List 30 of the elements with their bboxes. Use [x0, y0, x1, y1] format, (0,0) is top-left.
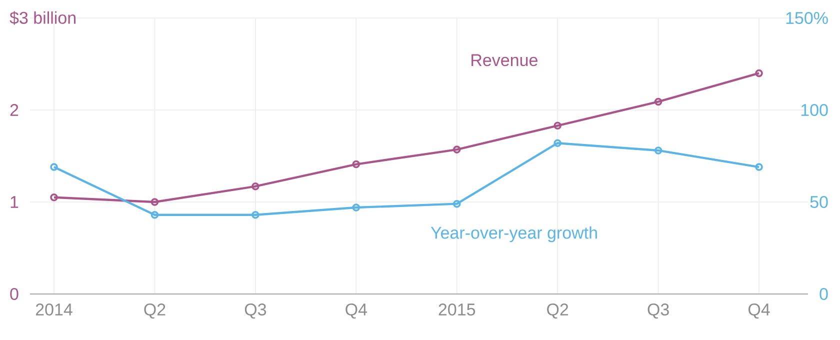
point	[654, 146, 662, 154]
text: Revenue	[472, 54, 538, 66]
x-tick-label: Q2	[144, 304, 166, 319]
y-tick-label: $3 billion	[10, 11, 76, 25]
y-tick-label: 2	[10, 104, 18, 116]
y2-tick-label: 150%	[786, 12, 828, 24]
point	[452, 200, 461, 208]
point	[554, 122, 562, 130]
x-tick-label: Q3	[648, 304, 669, 319]
x-tick-label: Q4	[748, 304, 770, 319]
x-tick-label: Q3	[244, 304, 266, 319]
x-tick-label: Q2	[547, 304, 568, 319]
point	[252, 182, 260, 190]
point	[150, 210, 159, 219]
series-label: Year-over-year growth	[430, 226, 597, 242]
y2-tick-label: 50	[810, 196, 828, 208]
y2-tick-label: 100	[801, 104, 828, 116]
x-tick-label: 2014	[36, 304, 72, 316]
point	[252, 210, 260, 219]
point	[150, 198, 159, 206]
y2-tick-label: 0	[820, 288, 828, 300]
point	[352, 160, 360, 168]
point	[654, 98, 662, 106]
point	[452, 146, 461, 154]
y-tick-label: 1	[10, 196, 18, 208]
x-tick-label: 2015	[438, 304, 476, 316]
point	[554, 139, 562, 148]
point	[352, 204, 360, 212]
y-tick-label: 0	[10, 288, 18, 300]
x-tick-label: Q4	[346, 304, 367, 319]
